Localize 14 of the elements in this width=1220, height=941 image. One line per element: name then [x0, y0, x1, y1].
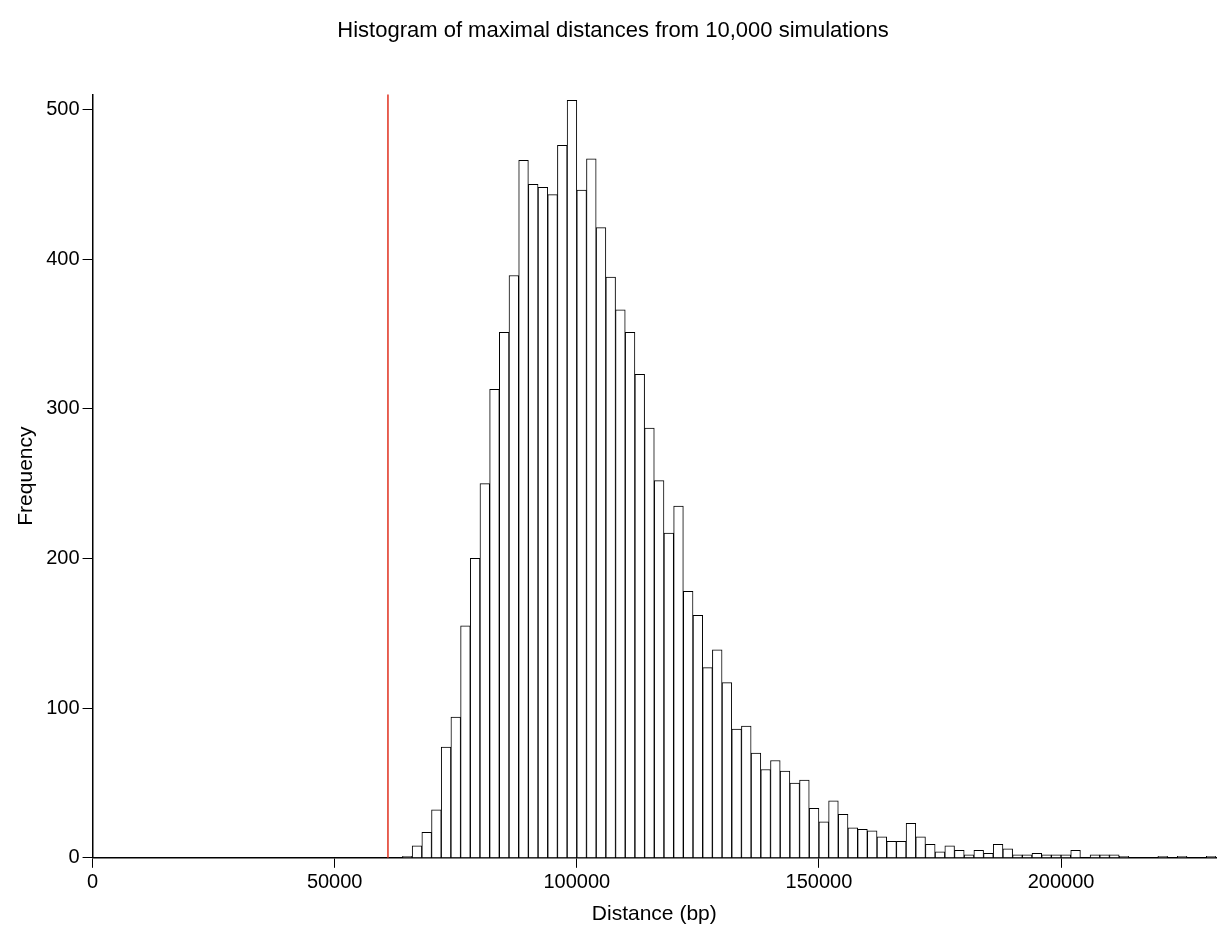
- x-tick-label: 0: [87, 870, 99, 893]
- y-tick-label: 500: [46, 96, 80, 119]
- y-axis-title: Frequency: [13, 425, 37, 526]
- x-axis-title: Distance (bp): [591, 901, 717, 925]
- y-tick-label: 200: [46, 545, 80, 568]
- y-tick-label: 100: [46, 695, 80, 718]
- x-tick-label: 200000: [1027, 870, 1095, 893]
- x-tick-label: 150000: [785, 870, 853, 893]
- y-tick-label: 400: [46, 246, 80, 269]
- chart-title: Histogram of maximal distances from 10,000 simulations: [337, 17, 889, 43]
- x-tick-label: 50000: [306, 870, 363, 893]
- x-tick-label: 100000: [543, 870, 611, 893]
- y-tick-label: 0: [68, 845, 80, 868]
- y-tick-label: 300: [46, 396, 80, 419]
